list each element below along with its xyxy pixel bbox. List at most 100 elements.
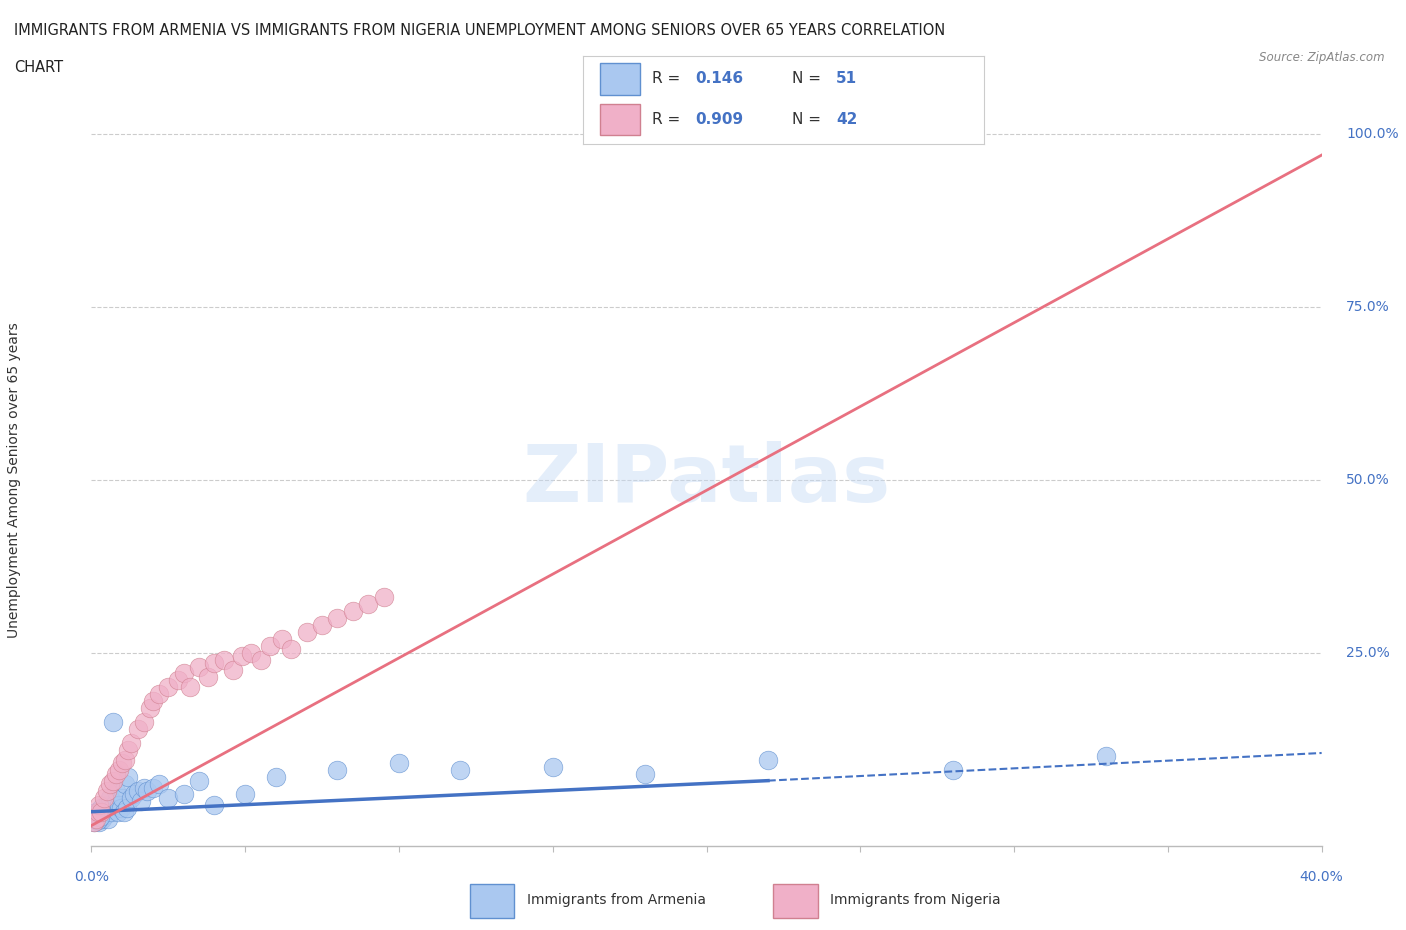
Point <box>157 680 180 695</box>
Bar <box>599 103 640 136</box>
Text: 25.0%: 25.0% <box>1347 645 1391 659</box>
Point <box>197 670 219 684</box>
Point <box>148 777 170 791</box>
Point <box>111 756 134 771</box>
Point <box>188 659 211 674</box>
Point <box>173 787 195 802</box>
Text: IMMIGRANTS FROM ARMENIA VS IMMIGRANTS FROM NIGERIA UNEMPLOYMENT AMONG SENIORS OV: IMMIGRANTS FROM ARMENIA VS IMMIGRANTS FR… <box>14 23 945 38</box>
Point <box>357 597 380 612</box>
Point <box>84 804 107 819</box>
Point <box>108 763 131 777</box>
Text: N =: N = <box>792 112 825 126</box>
Point <box>112 804 135 819</box>
Point <box>202 797 225 812</box>
Point <box>84 808 107 823</box>
Point <box>114 777 136 791</box>
Point <box>87 815 110 830</box>
Point <box>179 680 201 695</box>
Text: Immigrants from Armenia: Immigrants from Armenia <box>527 893 706 907</box>
Point <box>233 787 256 802</box>
Point <box>249 652 271 667</box>
Point <box>188 773 211 788</box>
Point <box>373 590 395 604</box>
Point <box>1095 749 1118 764</box>
Point <box>129 794 152 809</box>
Point <box>91 811 114 826</box>
Text: ZIPatlas: ZIPatlas <box>523 441 890 519</box>
Point <box>82 811 104 826</box>
Point <box>157 790 180 805</box>
Point <box>295 625 318 640</box>
Point <box>96 784 118 799</box>
Point <box>93 790 115 805</box>
Point <box>173 666 195 681</box>
Point <box>541 760 564 775</box>
Point <box>166 673 188 688</box>
Text: R =: R = <box>651 112 685 126</box>
Point <box>114 752 136 767</box>
Point <box>111 790 134 805</box>
Text: 0.146: 0.146 <box>696 72 744 86</box>
Point <box>634 766 657 781</box>
Point <box>101 714 124 729</box>
Point <box>603 126 626 141</box>
Text: Source: ZipAtlas.com: Source: ZipAtlas.com <box>1260 51 1385 64</box>
Point <box>98 790 121 805</box>
Point <box>135 784 157 799</box>
Point <box>90 804 112 819</box>
Point <box>107 804 129 819</box>
Point <box>271 631 294 646</box>
Point <box>756 752 779 767</box>
Point <box>97 811 120 826</box>
Point <box>83 815 105 830</box>
Text: 75.0%: 75.0% <box>1347 300 1391 314</box>
Point <box>264 770 287 785</box>
Point <box>87 797 110 812</box>
Bar <box>470 884 515 918</box>
Text: 0.0%: 0.0% <box>75 870 108 884</box>
Point <box>139 700 162 715</box>
Point <box>93 804 115 819</box>
Point <box>87 813 110 828</box>
Point <box>120 736 142 751</box>
Point <box>83 815 105 830</box>
Point <box>94 808 117 823</box>
Point <box>388 756 411 771</box>
Point <box>120 790 142 805</box>
Point <box>90 801 112 816</box>
Text: 100.0%: 100.0% <box>1347 127 1399 141</box>
Point <box>231 649 253 664</box>
Text: 50.0%: 50.0% <box>1347 473 1391 487</box>
Point <box>86 811 108 826</box>
Point <box>132 714 155 729</box>
Bar <box>599 63 640 95</box>
Point <box>86 804 108 819</box>
Point <box>326 763 349 777</box>
Point <box>132 780 155 795</box>
Point <box>342 604 364 618</box>
Point <box>124 787 146 802</box>
Text: R =: R = <box>651 72 685 86</box>
Text: CHART: CHART <box>14 60 63 75</box>
Point <box>117 742 139 757</box>
Point <box>98 777 121 791</box>
Point <box>142 780 165 795</box>
Point <box>108 797 131 812</box>
Point <box>941 763 963 777</box>
Point <box>259 638 281 653</box>
Point <box>127 784 149 799</box>
Point <box>105 766 127 781</box>
Text: N =: N = <box>792 72 825 86</box>
Point <box>115 801 138 816</box>
Text: 0.909: 0.909 <box>696 112 744 126</box>
Point <box>280 642 302 657</box>
Point <box>142 694 165 709</box>
Text: 51: 51 <box>837 72 858 86</box>
Point <box>101 773 124 788</box>
Point <box>202 656 225 671</box>
Point <box>117 770 139 785</box>
Point <box>100 804 122 819</box>
Point <box>86 808 108 823</box>
Point <box>110 801 132 816</box>
Point <box>212 652 235 667</box>
